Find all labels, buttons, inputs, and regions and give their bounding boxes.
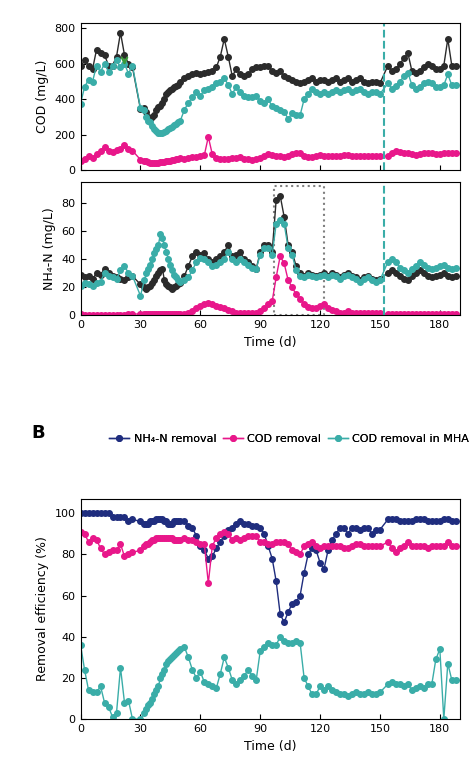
X-axis label: Time (d): Time (d) [244,740,296,753]
Y-axis label: NH₄-N (mg/L): NH₄-N (mg/L) [43,207,56,290]
Text: B: B [31,424,45,441]
Y-axis label: COD (mg/L): COD (mg/L) [36,60,49,133]
Y-axis label: Removal efficiency (%): Removal efficiency (%) [36,536,49,682]
X-axis label: Time (d): Time (d) [244,336,296,349]
Bar [274,186,324,315]
Legend: NH₄-N removal, COD removal, COD removal in MHA: NH₄-N removal, COD removal, COD removal … [105,429,474,448]
